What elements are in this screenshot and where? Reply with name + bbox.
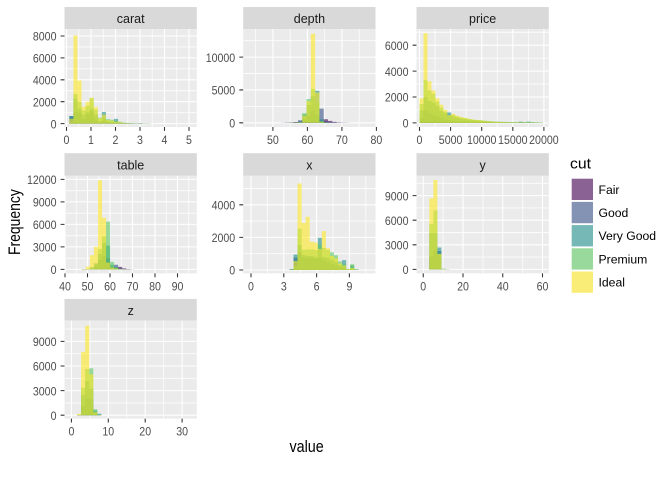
svg-text:0: 0 bbox=[64, 133, 70, 147]
svg-text:price: price bbox=[469, 12, 496, 26]
svg-text:Premium: Premium bbox=[599, 252, 648, 266]
svg-text:0: 0 bbox=[248, 279, 254, 293]
svg-text:0: 0 bbox=[417, 133, 423, 147]
svg-text:Ideal: Ideal bbox=[599, 276, 625, 290]
svg-text:10000: 10000 bbox=[206, 51, 236, 65]
svg-text:70: 70 bbox=[127, 279, 139, 293]
svg-text:90: 90 bbox=[172, 279, 184, 293]
svg-text:50: 50 bbox=[82, 279, 94, 293]
svg-text:40: 40 bbox=[497, 279, 509, 293]
svg-text:4: 4 bbox=[162, 133, 168, 147]
svg-text:4000: 4000 bbox=[33, 74, 57, 88]
svg-text:depth: depth bbox=[294, 12, 325, 26]
svg-text:3000: 3000 bbox=[385, 239, 409, 253]
svg-text:9000: 9000 bbox=[33, 196, 57, 210]
svg-text:12000: 12000 bbox=[27, 173, 57, 187]
svg-text:70: 70 bbox=[336, 133, 348, 147]
svg-text:9: 9 bbox=[346, 279, 352, 293]
svg-text:cut: cut bbox=[570, 156, 591, 172]
svg-text:5000: 5000 bbox=[439, 133, 463, 147]
svg-text:20: 20 bbox=[139, 425, 151, 439]
svg-text:2000: 2000 bbox=[33, 95, 57, 109]
svg-text:20: 20 bbox=[457, 279, 469, 293]
svg-text:30: 30 bbox=[176, 425, 188, 439]
svg-text:6000: 6000 bbox=[385, 39, 409, 53]
svg-text:Fair: Fair bbox=[599, 183, 620, 197]
svg-text:y: y bbox=[479, 159, 486, 173]
svg-text:5000: 5000 bbox=[212, 84, 236, 98]
svg-text:4000: 4000 bbox=[385, 65, 409, 79]
svg-text:40: 40 bbox=[59, 279, 71, 293]
svg-text:60: 60 bbox=[537, 279, 549, 293]
svg-text:0: 0 bbox=[229, 264, 235, 278]
svg-text:60: 60 bbox=[104, 279, 116, 293]
svg-text:6000: 6000 bbox=[33, 218, 57, 232]
svg-text:6000: 6000 bbox=[385, 214, 409, 228]
svg-text:table: table bbox=[117, 159, 144, 173]
svg-text:0: 0 bbox=[229, 117, 235, 131]
svg-text:9000: 9000 bbox=[33, 335, 57, 349]
svg-text:0: 0 bbox=[420, 279, 426, 293]
svg-text:6000: 6000 bbox=[33, 360, 57, 374]
svg-text:value: value bbox=[289, 438, 323, 456]
svg-text:6: 6 bbox=[314, 279, 320, 293]
svg-text:0: 0 bbox=[51, 409, 57, 423]
svg-text:2: 2 bbox=[113, 133, 119, 147]
svg-text:10000: 10000 bbox=[467, 133, 497, 147]
svg-text:80: 80 bbox=[371, 133, 383, 147]
svg-text:9000: 9000 bbox=[385, 189, 409, 203]
svg-text:x: x bbox=[306, 159, 313, 173]
svg-text:0: 0 bbox=[51, 263, 57, 277]
svg-text:80: 80 bbox=[149, 279, 161, 293]
svg-text:15000: 15000 bbox=[498, 133, 528, 147]
svg-text:1: 1 bbox=[88, 133, 94, 147]
svg-text:3000: 3000 bbox=[33, 384, 57, 398]
svg-text:z: z bbox=[128, 304, 134, 318]
svg-text:6000: 6000 bbox=[33, 52, 57, 66]
svg-text:carat: carat bbox=[117, 12, 145, 26]
svg-text:0: 0 bbox=[403, 117, 409, 131]
svg-text:0: 0 bbox=[51, 117, 57, 131]
svg-text:60: 60 bbox=[302, 133, 314, 147]
svg-text:2000: 2000 bbox=[385, 91, 409, 105]
svg-text:10: 10 bbox=[102, 425, 114, 439]
svg-text:Good: Good bbox=[599, 206, 629, 220]
svg-text:3000: 3000 bbox=[33, 241, 57, 255]
svg-text:2000: 2000 bbox=[212, 231, 236, 245]
svg-text:4000: 4000 bbox=[212, 199, 236, 213]
svg-text:20000: 20000 bbox=[529, 133, 559, 147]
svg-text:3: 3 bbox=[281, 279, 287, 293]
svg-text:0: 0 bbox=[68, 425, 74, 439]
svg-text:5: 5 bbox=[186, 133, 192, 147]
svg-text:3: 3 bbox=[137, 133, 143, 147]
svg-text:50: 50 bbox=[267, 133, 279, 147]
svg-text:8000: 8000 bbox=[33, 30, 57, 44]
svg-text:Frequency: Frequency bbox=[6, 188, 24, 255]
svg-text:Very Good: Very Good bbox=[599, 229, 657, 243]
svg-text:0: 0 bbox=[403, 263, 409, 277]
